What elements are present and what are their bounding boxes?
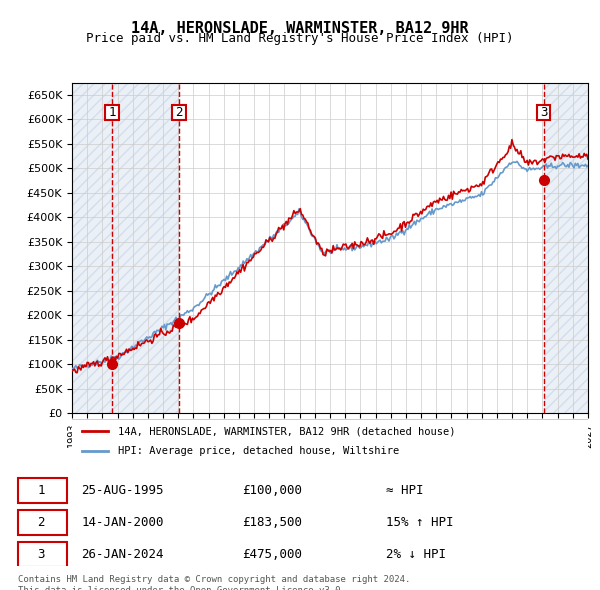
FancyBboxPatch shape (67, 418, 593, 464)
Text: 2% ↓ HPI: 2% ↓ HPI (386, 548, 446, 561)
Text: 14-JAN-2000: 14-JAN-2000 (81, 516, 164, 529)
FancyBboxPatch shape (172, 104, 185, 120)
Text: 2: 2 (37, 516, 44, 529)
Bar (72, 83, 179, 413)
Text: 26-JAN-2024: 26-JAN-2024 (81, 548, 164, 561)
Text: 15% ↑ HPI: 15% ↑ HPI (386, 516, 454, 529)
FancyBboxPatch shape (18, 478, 67, 503)
Text: ≈ HPI: ≈ HPI (386, 484, 424, 497)
Bar (544, 83, 588, 413)
Text: 1: 1 (109, 106, 116, 119)
Text: 3: 3 (540, 106, 547, 119)
Text: £183,500: £183,500 (242, 516, 302, 529)
FancyBboxPatch shape (18, 542, 67, 568)
Text: 25-AUG-1995: 25-AUG-1995 (81, 484, 164, 497)
Bar (544, 83, 588, 413)
Text: 3: 3 (37, 548, 44, 561)
Text: £475,000: £475,000 (242, 548, 302, 561)
Text: 1: 1 (37, 484, 44, 497)
Text: Contains HM Land Registry data © Crown copyright and database right 2024.
This d: Contains HM Land Registry data © Crown c… (18, 575, 410, 590)
FancyBboxPatch shape (18, 510, 67, 535)
Text: 14A, HERONSLADE, WARMINSTER, BA12 9HR (detached house): 14A, HERONSLADE, WARMINSTER, BA12 9HR (d… (118, 427, 456, 436)
Text: 2: 2 (175, 106, 182, 119)
Text: HPI: Average price, detached house, Wiltshire: HPI: Average price, detached house, Wilt… (118, 446, 400, 455)
Text: 14A, HERONSLADE, WARMINSTER, BA12 9HR: 14A, HERONSLADE, WARMINSTER, BA12 9HR (131, 21, 469, 35)
FancyBboxPatch shape (537, 104, 550, 120)
Bar (72, 83, 179, 413)
Text: Price paid vs. HM Land Registry's House Price Index (HPI): Price paid vs. HM Land Registry's House … (86, 32, 514, 45)
FancyBboxPatch shape (106, 104, 119, 120)
Text: £100,000: £100,000 (242, 484, 302, 497)
